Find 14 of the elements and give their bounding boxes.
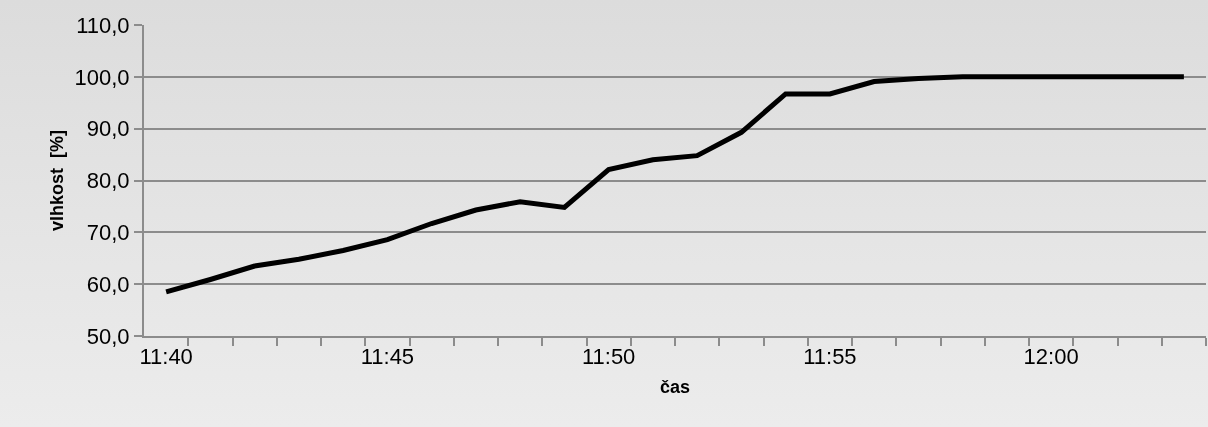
y-tick-label: 60,0 [86,271,130,297]
x-tick-label: 11:40 [139,344,193,370]
y-tick-label: 110,0 [76,12,130,38]
y-axis-title: vlhkost [%] [47,129,68,232]
y-tick-label: 100,0 [74,64,130,90]
y-tick-label: 90,0 [86,116,130,142]
x-axis-title: čas [659,377,691,397]
x-tick-label: 11:50 [581,344,636,370]
x-tick-label: 11:45 [360,344,415,370]
y-tick-label: 50,0 [86,323,130,349]
y-tick-label: 70,0 [86,220,130,246]
x-tick-label: 11:55 [803,344,857,370]
x-tick-label: 12:00 [1023,344,1079,370]
y-tick-label: 80,0 [86,168,130,194]
